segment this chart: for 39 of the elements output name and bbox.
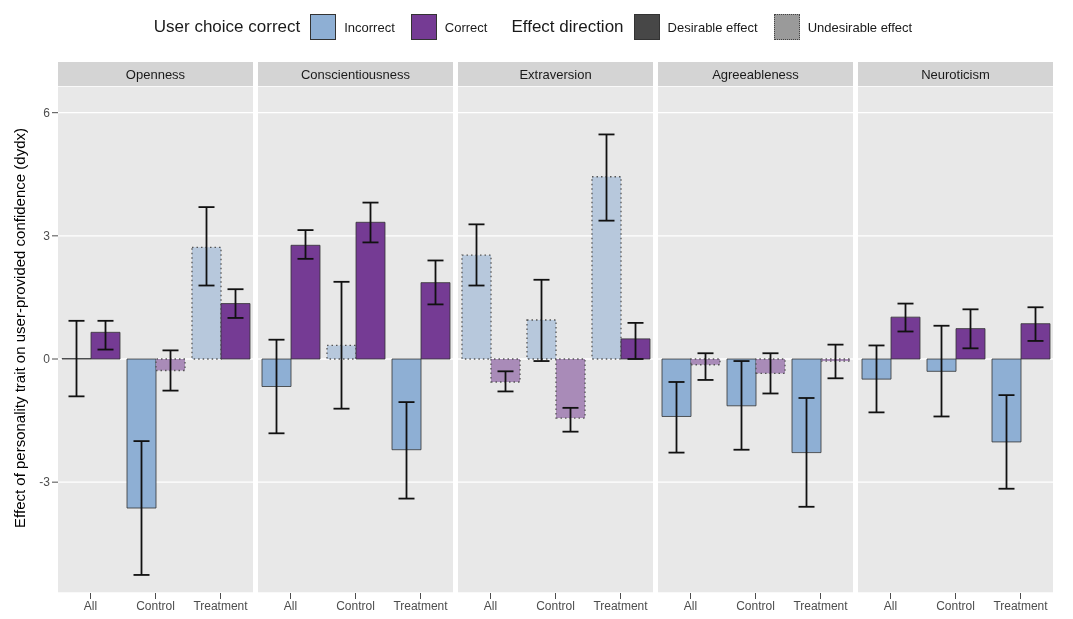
x-tick-label: All [283,598,298,613]
legend-title: User choice correct [153,17,301,37]
chart-title: Openness [58,62,253,86]
x-tick-label: Treatment [193,598,249,613]
x-tick-label: All [883,598,898,613]
chart-title: Agreeableness [658,62,853,86]
y-tick-label: -3 [39,475,51,490]
chart-title: Extraversion [458,62,653,86]
bar [620,338,651,360]
x-tick-label: Treatment [793,598,849,613]
y-tick-label: 6 [43,105,51,120]
legend-label: Correct [443,18,488,37]
chart-title: Neuroticism [858,62,1053,86]
bar [220,303,251,360]
x-tick-label: Control [136,598,175,613]
y-axis-title: Effect of personality trait on user-provided confidence (dydx) [10,128,28,528]
bar [191,246,222,360]
bar [126,358,157,509]
legend-label: Incorrect [343,18,395,37]
x-tick-label: Control [336,598,375,613]
x-tick-label: Treatment [393,598,449,613]
bar [591,176,622,360]
x-tick-label: Control [936,598,975,613]
x-tick-label: All [83,598,98,613]
text: Effect direction [511,17,624,37]
bar [355,221,386,360]
text: Undesirable effect [806,18,913,37]
bar [326,344,357,360]
y-tick-label: 3 [43,229,51,244]
chart-title: Conscientiousness [258,62,453,86]
x-tick-label: All [483,598,498,613]
text: Desirable effect [666,18,758,37]
y-tick-label: 0 [43,352,51,367]
x-tick-label: Control [736,598,775,613]
x-tick-label: Treatment [993,598,1049,613]
x-tick-label: Control [536,598,575,613]
x-tick-label: Treatment [593,598,649,613]
bar [155,358,186,372]
x-tick-label: All [683,598,698,613]
